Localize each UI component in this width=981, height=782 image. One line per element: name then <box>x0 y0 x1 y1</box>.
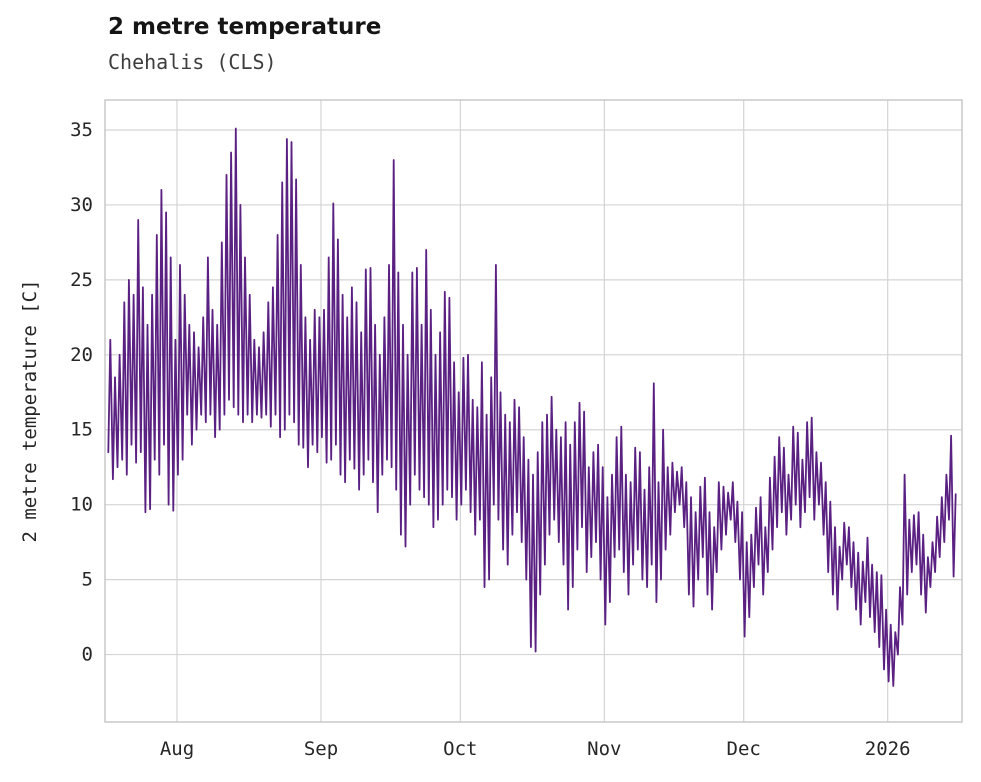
tick-labels: 0 5 10 15 20 25 30 35 Aug Sep Oct Nov Dec 2026 <box>70 119 910 760</box>
temperature-line <box>107 127 957 687</box>
y-tick-label: 30 <box>70 194 93 216</box>
x-tick-label: Nov <box>587 738 621 760</box>
y-tick-label: 5 <box>82 569 93 591</box>
chart-subtitle: Chehalis (CLS) <box>108 50 277 74</box>
plot-frame <box>104 99 963 723</box>
x-tick-label: Sep <box>304 738 338 760</box>
y-tick-label: 20 <box>70 344 93 366</box>
chart-title: 2 metre temperature <box>108 14 382 40</box>
plot-area <box>105 100 962 722</box>
x-tick-label: Aug <box>160 738 194 760</box>
y-tick-label: 10 <box>70 494 93 516</box>
y-tick-label: 35 <box>70 119 93 141</box>
y-tick-label: 15 <box>70 419 93 441</box>
y-tick-label: 25 <box>70 269 93 291</box>
x-tick-label: Oct <box>443 738 477 760</box>
x-tick-label: 2026 <box>865 738 911 760</box>
x-tick-label: Dec <box>727 738 761 760</box>
y-tick-label: 0 <box>82 644 93 666</box>
